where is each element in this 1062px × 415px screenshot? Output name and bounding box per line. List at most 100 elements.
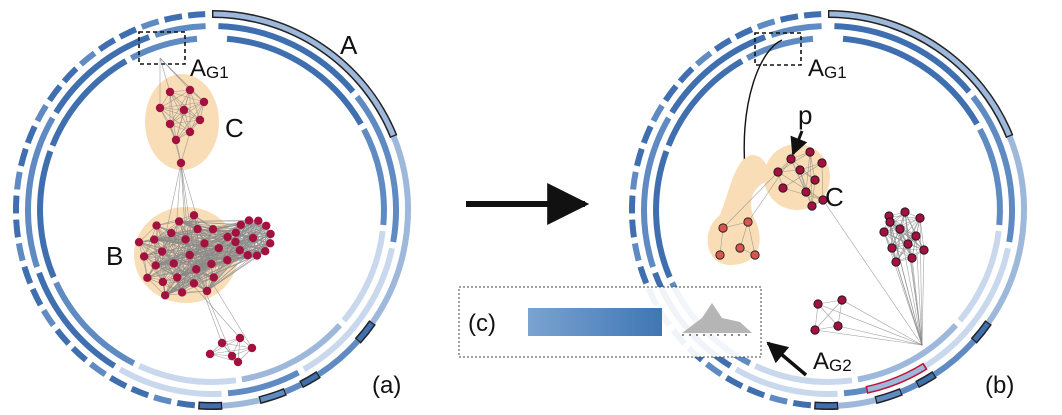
graph-node xyxy=(200,239,209,248)
graph-node xyxy=(236,220,245,229)
graph-edge xyxy=(189,101,205,133)
caption-c: (c) xyxy=(468,310,496,337)
outer-ring-segment-right xyxy=(986,135,1027,325)
ag2-to-inset-arrow xyxy=(766,341,808,377)
outer-ring-segment xyxy=(746,386,766,399)
right-label-c: C xyxy=(825,182,844,212)
graph-node xyxy=(207,259,216,269)
inner-ring-segment xyxy=(754,363,853,385)
outer-ring-arc xyxy=(827,10,1014,139)
graph-edge xyxy=(179,221,267,227)
graph-edge xyxy=(889,221,923,346)
graph-node xyxy=(223,232,232,242)
graph-node xyxy=(173,273,182,282)
graph-node xyxy=(900,207,910,217)
middle-ring-segment xyxy=(770,23,822,38)
graph-node xyxy=(715,250,725,260)
inner-ring-segment xyxy=(138,363,237,385)
outer-ring-segment xyxy=(41,308,56,327)
label-a: A xyxy=(340,30,358,60)
graph-node xyxy=(231,228,241,237)
middle-ring-segment xyxy=(36,271,117,369)
graph-node xyxy=(915,213,925,223)
outer-ring-segment xyxy=(97,37,117,52)
outer-ring-segment xyxy=(88,361,107,377)
inner-ring-segment xyxy=(241,323,343,383)
graph-node xyxy=(254,216,263,226)
outer-ring-segment xyxy=(677,66,695,84)
inner-ring-segment xyxy=(977,127,1003,226)
graph-node xyxy=(735,243,745,253)
outer-ring-segment xyxy=(704,361,723,377)
graph-edge xyxy=(747,158,792,223)
graph-edge xyxy=(248,220,271,235)
outer-ring-segment xyxy=(118,26,138,40)
panel-a: A AG1 C B (a) xyxy=(12,10,411,410)
right-label-ag1: AG1 xyxy=(808,55,847,82)
middle-ring-segment xyxy=(302,247,395,372)
right-ag1-box xyxy=(754,32,802,66)
graph-edge xyxy=(206,237,254,292)
graph-node xyxy=(165,119,175,129)
ag2-arc-fill xyxy=(867,364,926,393)
outer-ring-segment xyxy=(630,171,639,190)
graph-node xyxy=(192,265,201,274)
outer-ring-segment xyxy=(140,18,160,30)
outer-ring-segment xyxy=(78,50,97,67)
graph-edge xyxy=(155,225,157,266)
graph-edge xyxy=(240,224,271,244)
middle-ring-segment xyxy=(154,23,206,38)
graph-edge xyxy=(889,221,913,259)
outer-ring-arc xyxy=(258,387,287,405)
inner-ring-segment xyxy=(653,150,673,279)
graph-edge xyxy=(159,57,205,103)
graph-node xyxy=(209,273,218,282)
graph-edge xyxy=(895,228,901,263)
middle-ring-segment xyxy=(53,34,151,115)
graph-node xyxy=(818,195,828,205)
graph-edge xyxy=(206,250,241,292)
middle-ring-segment xyxy=(641,116,672,268)
inner-ring-segment xyxy=(129,35,198,61)
graph-node xyxy=(174,217,184,226)
graph-edge xyxy=(175,109,185,141)
graph-node xyxy=(181,235,190,244)
caption-a: (a) xyxy=(372,372,401,399)
graph-node xyxy=(235,246,244,255)
graph-edge xyxy=(173,263,241,339)
graph-edge xyxy=(837,325,923,346)
graph-node xyxy=(265,239,275,248)
outer-ring-segment xyxy=(70,345,88,363)
outer-ring-arc-fill xyxy=(876,389,902,403)
outer-ring-segment xyxy=(640,125,654,145)
outer-ring-arc-fill xyxy=(213,11,396,137)
graph-node xyxy=(261,247,270,256)
middle-ring-segment xyxy=(218,23,356,94)
graph-edge xyxy=(165,277,214,296)
inner-ring-segment xyxy=(53,281,136,366)
graph-node xyxy=(833,321,843,331)
outer-ring-segment xyxy=(769,394,788,405)
p-pointer-arrow xyxy=(790,130,808,156)
graph-edge xyxy=(888,215,921,219)
graph-edge xyxy=(180,162,197,270)
graph-node xyxy=(891,257,901,267)
graph-node xyxy=(807,201,817,211)
graph-edge xyxy=(173,162,182,264)
graph-node xyxy=(235,333,245,343)
middle-ring-segment xyxy=(227,369,300,397)
outer-ring-arc xyxy=(299,371,321,389)
graph-edge xyxy=(189,89,201,121)
inner-ring-segment xyxy=(37,150,57,279)
graph-edge xyxy=(777,171,824,201)
left-nodes xyxy=(134,85,275,367)
outer-ring-segment xyxy=(12,195,20,214)
label-p: p xyxy=(798,100,812,130)
graph-node xyxy=(189,279,199,288)
outer-ring-arc xyxy=(874,387,903,405)
graph-node xyxy=(248,233,258,243)
graph-node xyxy=(169,259,178,268)
outer-ring-segment xyxy=(163,13,183,23)
